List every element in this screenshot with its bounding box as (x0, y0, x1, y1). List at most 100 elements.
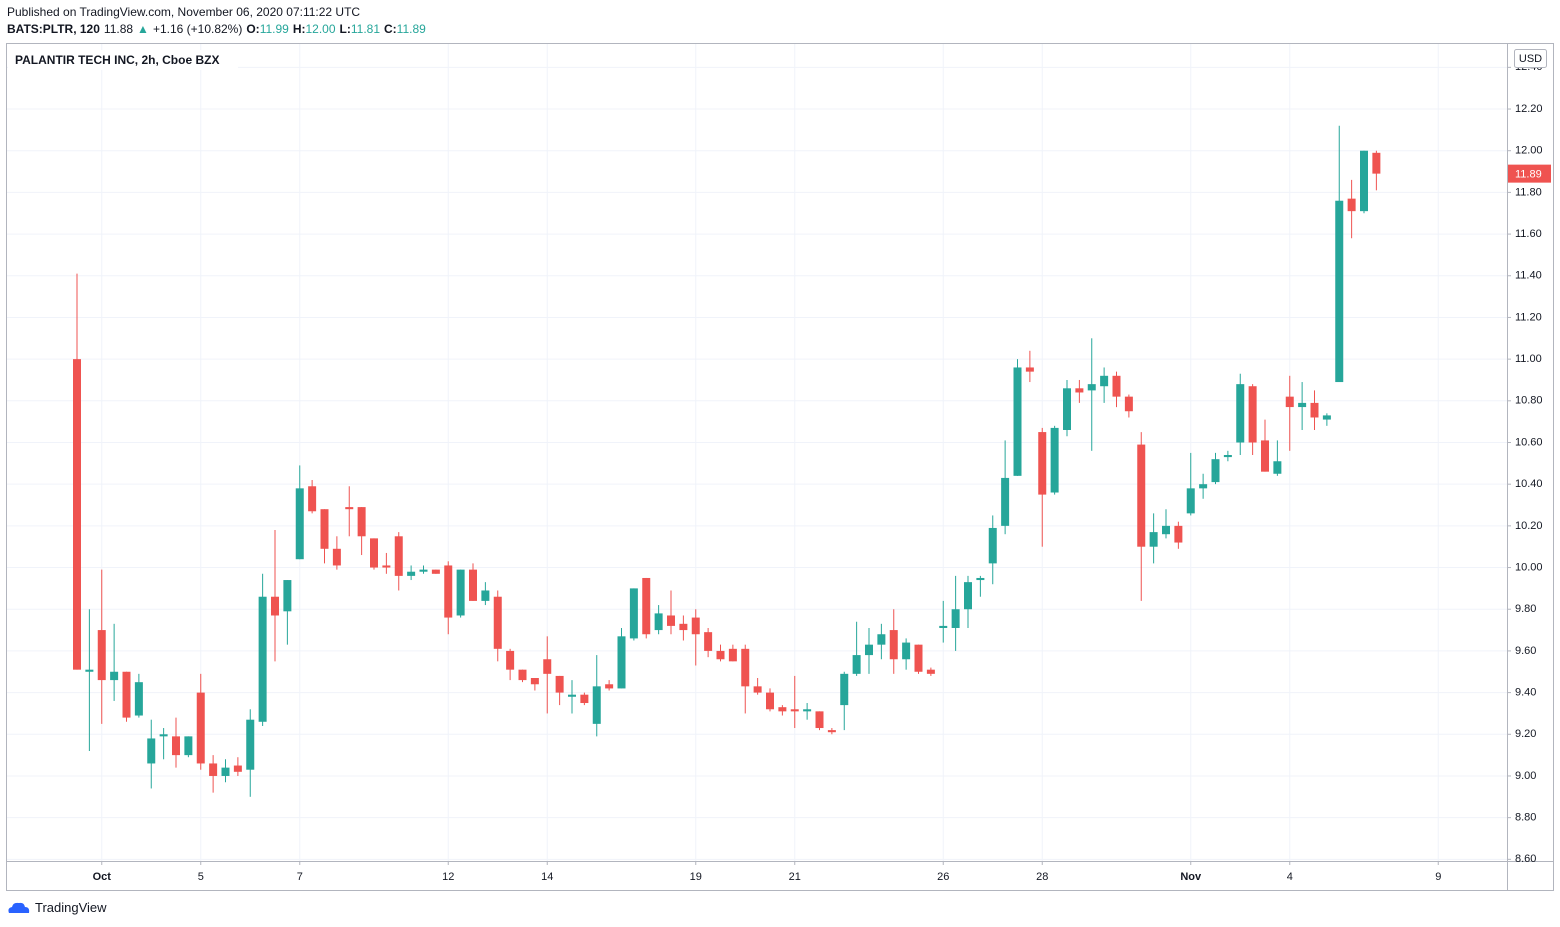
candle-body (469, 569, 477, 601)
last-price-label: 11.89 (1515, 169, 1542, 181)
candle-body (629, 588, 638, 639)
candles (73, 125, 1381, 797)
candle-body (902, 642, 911, 660)
candle-body (1100, 375, 1109, 387)
change: +1.16 (+10.82%) (152, 22, 243, 36)
candle-body (778, 707, 787, 712)
x-tick-label: Oct (93, 871, 112, 883)
candle-body (147, 738, 156, 764)
candle-body (172, 736, 180, 756)
candle-body (456, 569, 465, 616)
candle-body (320, 509, 329, 549)
y-tick-label: 10.60 (1515, 436, 1543, 448)
candle-body (1013, 367, 1022, 476)
candle-body (1322, 415, 1331, 420)
x-tick-label: 19 (690, 871, 702, 883)
x-tick-label: 21 (789, 871, 801, 883)
x-tick-label: 9 (1435, 871, 1441, 883)
candle-body (580, 694, 589, 704)
candle-body (617, 636, 626, 689)
candle-body (877, 634, 886, 645)
candle-body (1298, 402, 1307, 408)
x-tick-label: 7 (297, 871, 303, 883)
grid (7, 44, 1507, 861)
ohlc-value: 11.89 (396, 22, 426, 36)
candle-body (518, 669, 527, 681)
candle-body (1087, 384, 1096, 391)
currency-box (1514, 49, 1547, 68)
candle-body (592, 686, 601, 724)
candle-body (357, 507, 366, 537)
ohlc-label: C: (384, 22, 397, 36)
candle-body (184, 736, 193, 756)
candle-body (1137, 444, 1146, 547)
candle-body (741, 648, 750, 687)
candle-body (1372, 152, 1381, 174)
x-tick-label: Nov (1180, 871, 1202, 883)
up-arrow: ▲ (137, 22, 149, 36)
candle-body (642, 577, 651, 635)
symbol: BATS:PLTR, 120 (7, 22, 100, 36)
candle-body (159, 734, 168, 737)
candle-body (394, 536, 403, 576)
candle-body (1223, 455, 1232, 458)
brand-logo (8, 902, 30, 913)
y-tick-label: 10.20 (1515, 520, 1543, 532)
candle-body (704, 632, 713, 651)
candle-body (221, 767, 230, 776)
y-tick-label: 10.00 (1515, 561, 1543, 573)
y-tick-label: 10.40 (1515, 478, 1543, 490)
candle-body (530, 678, 539, 685)
candle-body (815, 711, 824, 729)
candle-body (1001, 477, 1010, 526)
y-tick-label: 11.60 (1515, 228, 1542, 240)
currency: USD (1519, 53, 1542, 65)
candle-body (790, 709, 799, 712)
candle-body (308, 486, 317, 512)
candle-body (951, 609, 960, 628)
last-price-box (1508, 164, 1551, 183)
candle-body (1335, 200, 1344, 383)
candle-body (827, 730, 836, 733)
candle-body (654, 613, 663, 631)
published-note: Published on TradingView.com, November 0… (7, 5, 361, 19)
candle-body (1174, 525, 1183, 543)
x-tick-label: 26 (937, 871, 949, 883)
y-tick-label: 12.00 (1515, 145, 1543, 157)
candle-body (1149, 532, 1158, 547)
y-tick-label: 9.60 (1515, 645, 1536, 657)
candle-body (1038, 432, 1047, 495)
candle-body (667, 615, 675, 626)
candle-body (1360, 150, 1368, 212)
candle-body (134, 682, 143, 716)
y-tick-label: 9.00 (1515, 770, 1536, 782)
brand: TradingView (35, 900, 107, 915)
candle-body (97, 630, 106, 681)
x-tick-label: 12 (442, 871, 454, 883)
y-tick-label: 8.60 (1515, 853, 1536, 865)
x-tick-label: 5 (198, 871, 204, 883)
y-tick-label: 9.20 (1515, 728, 1536, 740)
candle-body (1273, 461, 1282, 474)
y-tick-label: 11.40 (1515, 270, 1542, 282)
candle-body (679, 623, 688, 631)
candle-body (716, 650, 725, 660)
candle-body (85, 669, 94, 672)
ohlc: O:11.99 H:12.00 L:11.81 C:11.89 (246, 22, 429, 36)
candle-body (122, 671, 131, 718)
candle-body (209, 763, 218, 776)
candle-body (1124, 396, 1133, 412)
candle-body (506, 650, 515, 670)
candle-body (332, 548, 341, 566)
candle-body (444, 565, 453, 618)
candle-body (1112, 375, 1121, 397)
chart-title: PALANTIR TECH INC, 2h, Cboe BZX (15, 53, 219, 67)
candle-body (939, 625, 948, 628)
candle-body (840, 673, 849, 706)
candle-body (283, 580, 292, 612)
candle-body (431, 569, 440, 574)
candle-body (370, 538, 378, 568)
candle-body (555, 675, 564, 693)
candle-body (865, 644, 873, 656)
y-tick-label: 10.80 (1515, 395, 1543, 407)
